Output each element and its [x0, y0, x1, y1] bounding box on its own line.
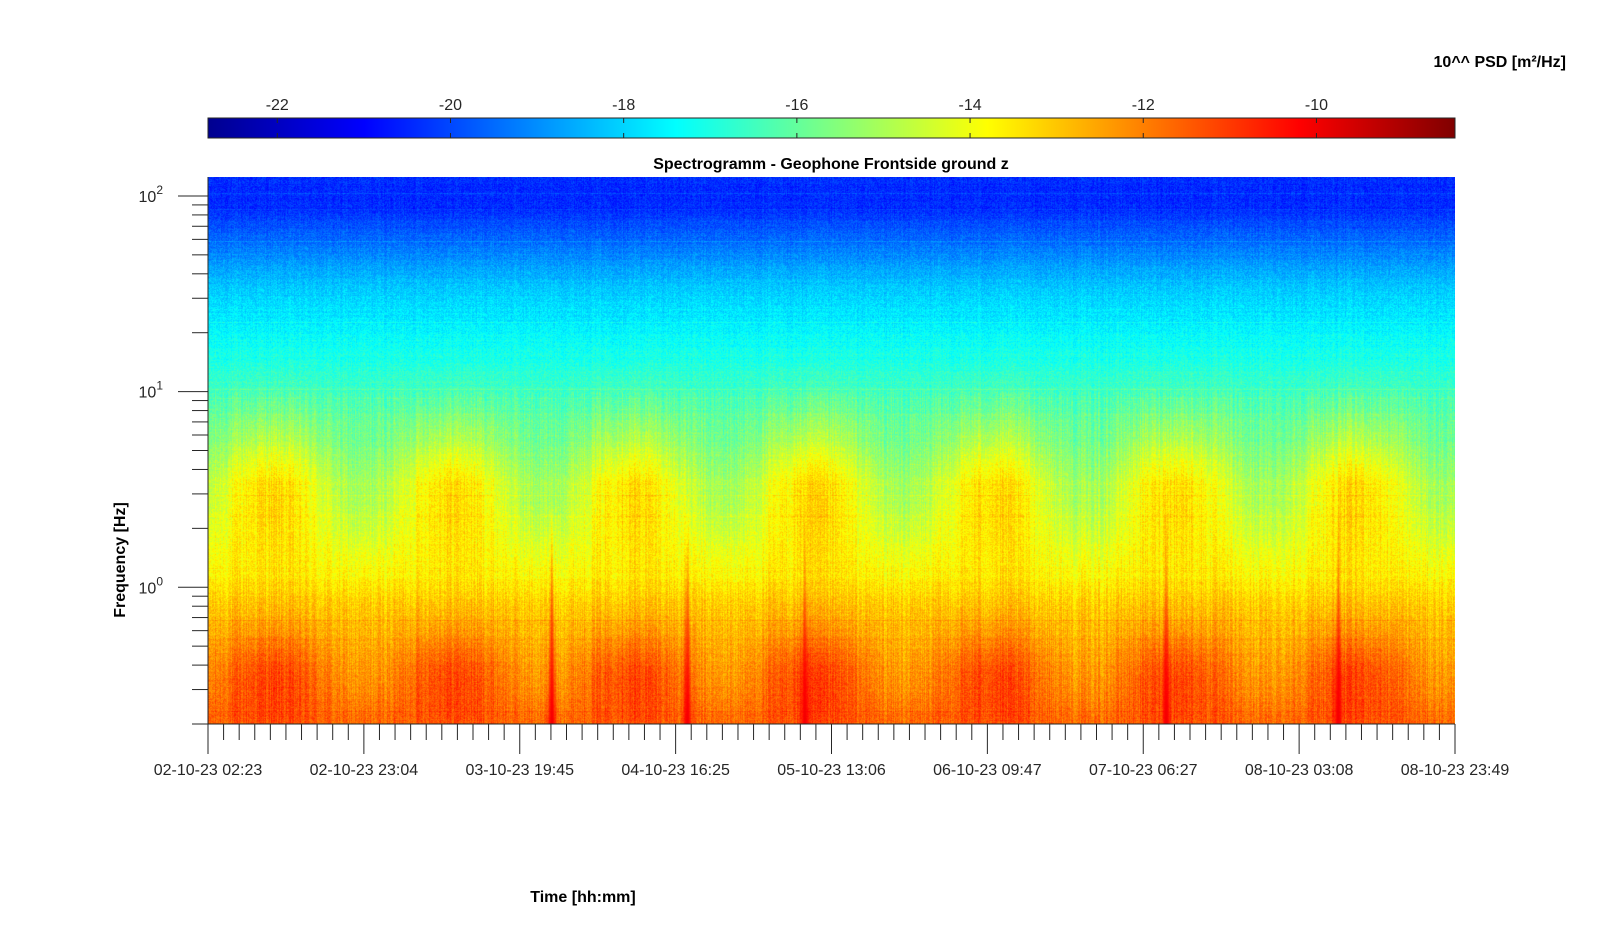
- colorbar-label: 10^^ PSD [m²/Hz]: [1434, 54, 1566, 71]
- colorbar-tick-label: -18: [612, 97, 635, 114]
- colorbar: [207, 117, 1456, 139]
- colorbar-tick-label: -20: [439, 97, 462, 114]
- x-axis-ticks: 02-10-23 02:23 02-10-23 23:04 03-10-23 19:…: [154, 724, 1510, 779]
- y-axis-label: Frequency [Hz]: [112, 502, 129, 618]
- x-tick-label: 08-10-23 23:49: [1401, 762, 1510, 779]
- spectrogram-heatmap: [208, 177, 1455, 724]
- x-tick-label: 04-10-23 16:25: [621, 762, 730, 779]
- y-tick-label: 100: [139, 574, 164, 597]
- colorbar-tick-label: -12: [1132, 97, 1155, 114]
- colorbar-tick-label: -10: [1305, 97, 1328, 114]
- colorbar-tick-label: -16: [785, 97, 808, 114]
- colorbar-tick-label: -14: [958, 97, 981, 114]
- x-tick-label: 06-10-23 09:47: [933, 762, 1042, 779]
- spectrogram-plot-area: [208, 177, 1455, 724]
- x-tick-label: 07-10-23 06:27: [1089, 762, 1198, 779]
- y-axis-ticks: 100 101 102: [139, 183, 208, 725]
- colorbar-tick-label: -22: [266, 97, 289, 114]
- x-tick-label: 02-10-23 02:23: [154, 762, 263, 779]
- x-tick-label: 03-10-23 19:45: [465, 762, 574, 779]
- x-tick-label: 08-10-23 03:08: [1245, 762, 1354, 779]
- y-tick-label: 102: [139, 183, 164, 206]
- y-tick-label: 101: [139, 379, 164, 402]
- x-tick-label: 05-10-23 13:06: [777, 762, 886, 779]
- x-tick-label: 02-10-23 23:04: [310, 762, 419, 779]
- colorbar-ticks: -22 -20 -18 -16 -14 -12 -10: [266, 97, 1328, 138]
- x-axis-label: Time [hh:mm]: [530, 889, 635, 906]
- chart-title: Spectrogramm - Geophone Frontside ground…: [653, 156, 1009, 173]
